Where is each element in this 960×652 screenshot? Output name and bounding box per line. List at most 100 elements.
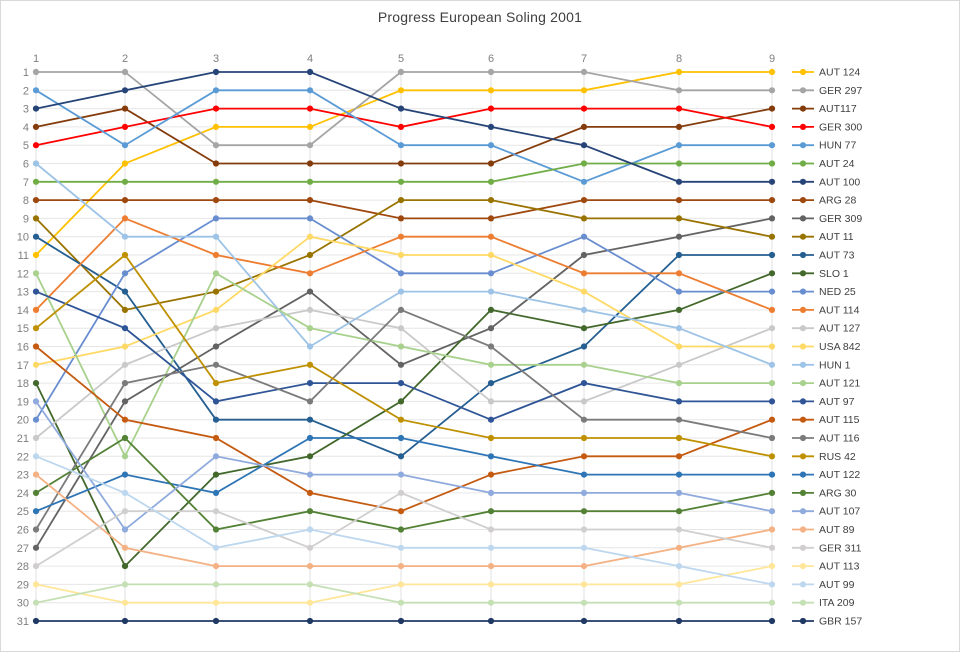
legend: AUT 124 GER 297 AUT117 GER 300 HUN 77 AUT 24 A… [792,67,862,628]
y-tick-label: 12 [17,268,29,280]
data-point-marker [306,105,314,112]
data-point-marker [487,380,495,387]
legend-label: AUT 121 [819,378,860,390]
data-point-marker [306,508,314,515]
x-tick-label: 7 [581,53,587,65]
data-point-marker [768,233,776,240]
data-point-marker [397,251,405,259]
series-ger-309 [32,215,776,551]
legend-label: AUT 99 [819,579,855,591]
data-point-marker [580,178,588,185]
data-point-marker [212,471,220,478]
data-point-marker [580,215,588,222]
data-point-marker [768,215,776,222]
data-point-marker [397,489,405,496]
legend-marker [799,453,807,460]
data-point-marker [32,105,40,112]
data-point-marker [212,142,220,149]
series-aut117 [32,105,776,167]
data-point-marker [487,544,495,551]
legend-marker [799,68,807,76]
legend-marker [799,471,807,478]
legend-marker [799,306,807,313]
data-point-marker [580,581,588,588]
data-point-marker [121,508,129,515]
series-ger-297 [32,68,776,149]
data-point-marker [306,398,314,405]
y-tick-label: 23 [17,470,29,482]
series-line [35,162,773,366]
data-point-marker [121,123,129,130]
data-point-marker [768,361,776,368]
y-tick-label: 24 [17,488,29,500]
data-point-marker [675,544,683,551]
data-point-marker [675,581,683,588]
axis-labels: 1 2 3 4 5 6 7 8 91234567891011121314151617181920… [17,53,775,628]
data-point-marker [121,617,129,625]
data-point-marker [768,471,776,478]
data-point-marker [487,270,495,277]
data-point-marker [306,306,314,313]
data-point-marker [32,508,40,515]
data-point-marker [768,526,776,533]
data-point-marker [675,288,683,295]
data-point-marker [487,508,495,515]
legend-marker [799,197,807,204]
data-point-marker [32,453,40,460]
data-point-marker [675,123,683,130]
data-point-marker [580,599,588,606]
y-tick-label: 18 [17,378,29,390]
data-point-marker [768,270,776,277]
data-point-marker [768,288,776,295]
y-tick-label: 16 [17,342,29,354]
legend-label: HUN 1 [819,359,851,371]
data-point-marker [675,398,683,405]
x-tick-label: 3 [213,53,219,65]
data-point-marker [121,251,129,259]
legend-label: AUT 73 [819,250,855,262]
y-tick-label: 6 [23,159,29,171]
data-point-marker [32,251,40,259]
data-point-marker [212,288,220,295]
legend-label: AUT 114 [819,304,860,316]
data-point-marker [397,453,405,460]
legend-label: AUT 116 [819,433,860,445]
data-point-marker [580,617,588,625]
y-tick-label: 9 [23,213,29,225]
data-point-marker [675,251,683,259]
legend-marker [799,398,807,405]
legend-label: GBR 157 [819,616,862,628]
data-point-marker [487,178,495,185]
data-point-marker [32,526,40,533]
data-point-marker [768,453,776,460]
legend-item: AUT 122 [792,469,860,481]
series-line [35,217,773,311]
legend-marker [799,215,807,222]
y-tick-label: 1 [23,67,29,79]
data-point-marker [306,453,314,460]
data-point-marker [306,215,314,222]
legend-item: AUT117 [792,103,857,115]
data-point-marker [121,215,129,222]
data-point-marker [32,87,40,94]
data-point-marker [768,251,776,259]
legend-marker [799,526,807,533]
data-point-marker [212,215,220,222]
data-point-marker [580,68,588,76]
data-point-marker [212,251,220,259]
data-point-marker [306,68,314,76]
legend-item: AUT 24 [792,158,855,170]
data-point-marker [675,508,683,515]
legend-marker [799,288,807,295]
data-point-marker [768,489,776,496]
data-point-marker [580,508,588,515]
legend-label: ITA 209 [819,597,855,609]
legend-item: RUS 42 [792,451,856,463]
data-point-marker [121,453,129,460]
data-point-marker [32,215,40,222]
data-point-marker [675,380,683,387]
series-line [35,308,773,439]
legend-label: HUN 77 [819,140,857,152]
